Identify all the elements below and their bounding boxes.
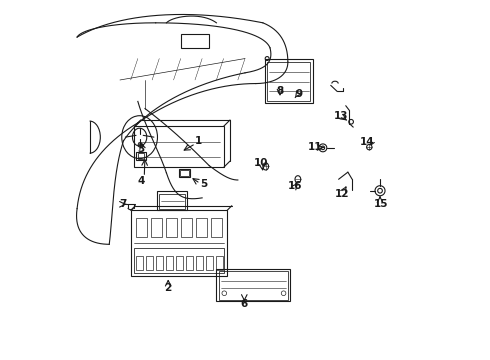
Text: 5: 5 (200, 179, 208, 189)
Bar (181, 33, 209, 48)
Text: 16: 16 (288, 181, 302, 192)
Bar (156, 256, 163, 270)
Text: 3: 3 (138, 144, 145, 154)
Bar (216, 256, 223, 270)
Text: 12: 12 (335, 189, 349, 199)
Bar (136, 217, 147, 237)
Bar (186, 256, 193, 270)
Text: 11: 11 (308, 143, 322, 153)
Bar (157, 191, 187, 210)
Bar (219, 271, 288, 300)
Text: 13: 13 (334, 111, 349, 121)
Bar (151, 217, 162, 237)
Bar (180, 170, 189, 176)
Bar (196, 256, 203, 270)
Bar (267, 62, 310, 101)
Text: 10: 10 (254, 158, 269, 168)
Text: 9: 9 (295, 89, 302, 99)
Bar (265, 59, 313, 103)
Bar (166, 256, 173, 270)
Bar (196, 217, 207, 237)
Bar (138, 153, 144, 158)
Bar (211, 217, 222, 237)
Text: 14: 14 (360, 138, 374, 148)
Text: 1: 1 (195, 136, 202, 147)
Bar (159, 194, 185, 209)
Text: 4: 4 (138, 176, 145, 186)
Text: 2: 2 (165, 283, 172, 293)
Bar (131, 210, 227, 276)
Bar (134, 126, 223, 167)
Bar (206, 256, 213, 270)
Text: 6: 6 (241, 299, 248, 309)
Text: 8: 8 (276, 86, 284, 96)
Bar (217, 269, 290, 301)
Bar (176, 256, 183, 270)
Bar (136, 256, 143, 270)
Bar (179, 168, 190, 177)
Bar (146, 256, 153, 270)
Bar (166, 217, 177, 237)
Text: 7: 7 (119, 199, 126, 209)
Bar (136, 152, 146, 159)
Bar (181, 217, 192, 237)
Text: 15: 15 (373, 199, 388, 209)
Bar (134, 248, 223, 273)
